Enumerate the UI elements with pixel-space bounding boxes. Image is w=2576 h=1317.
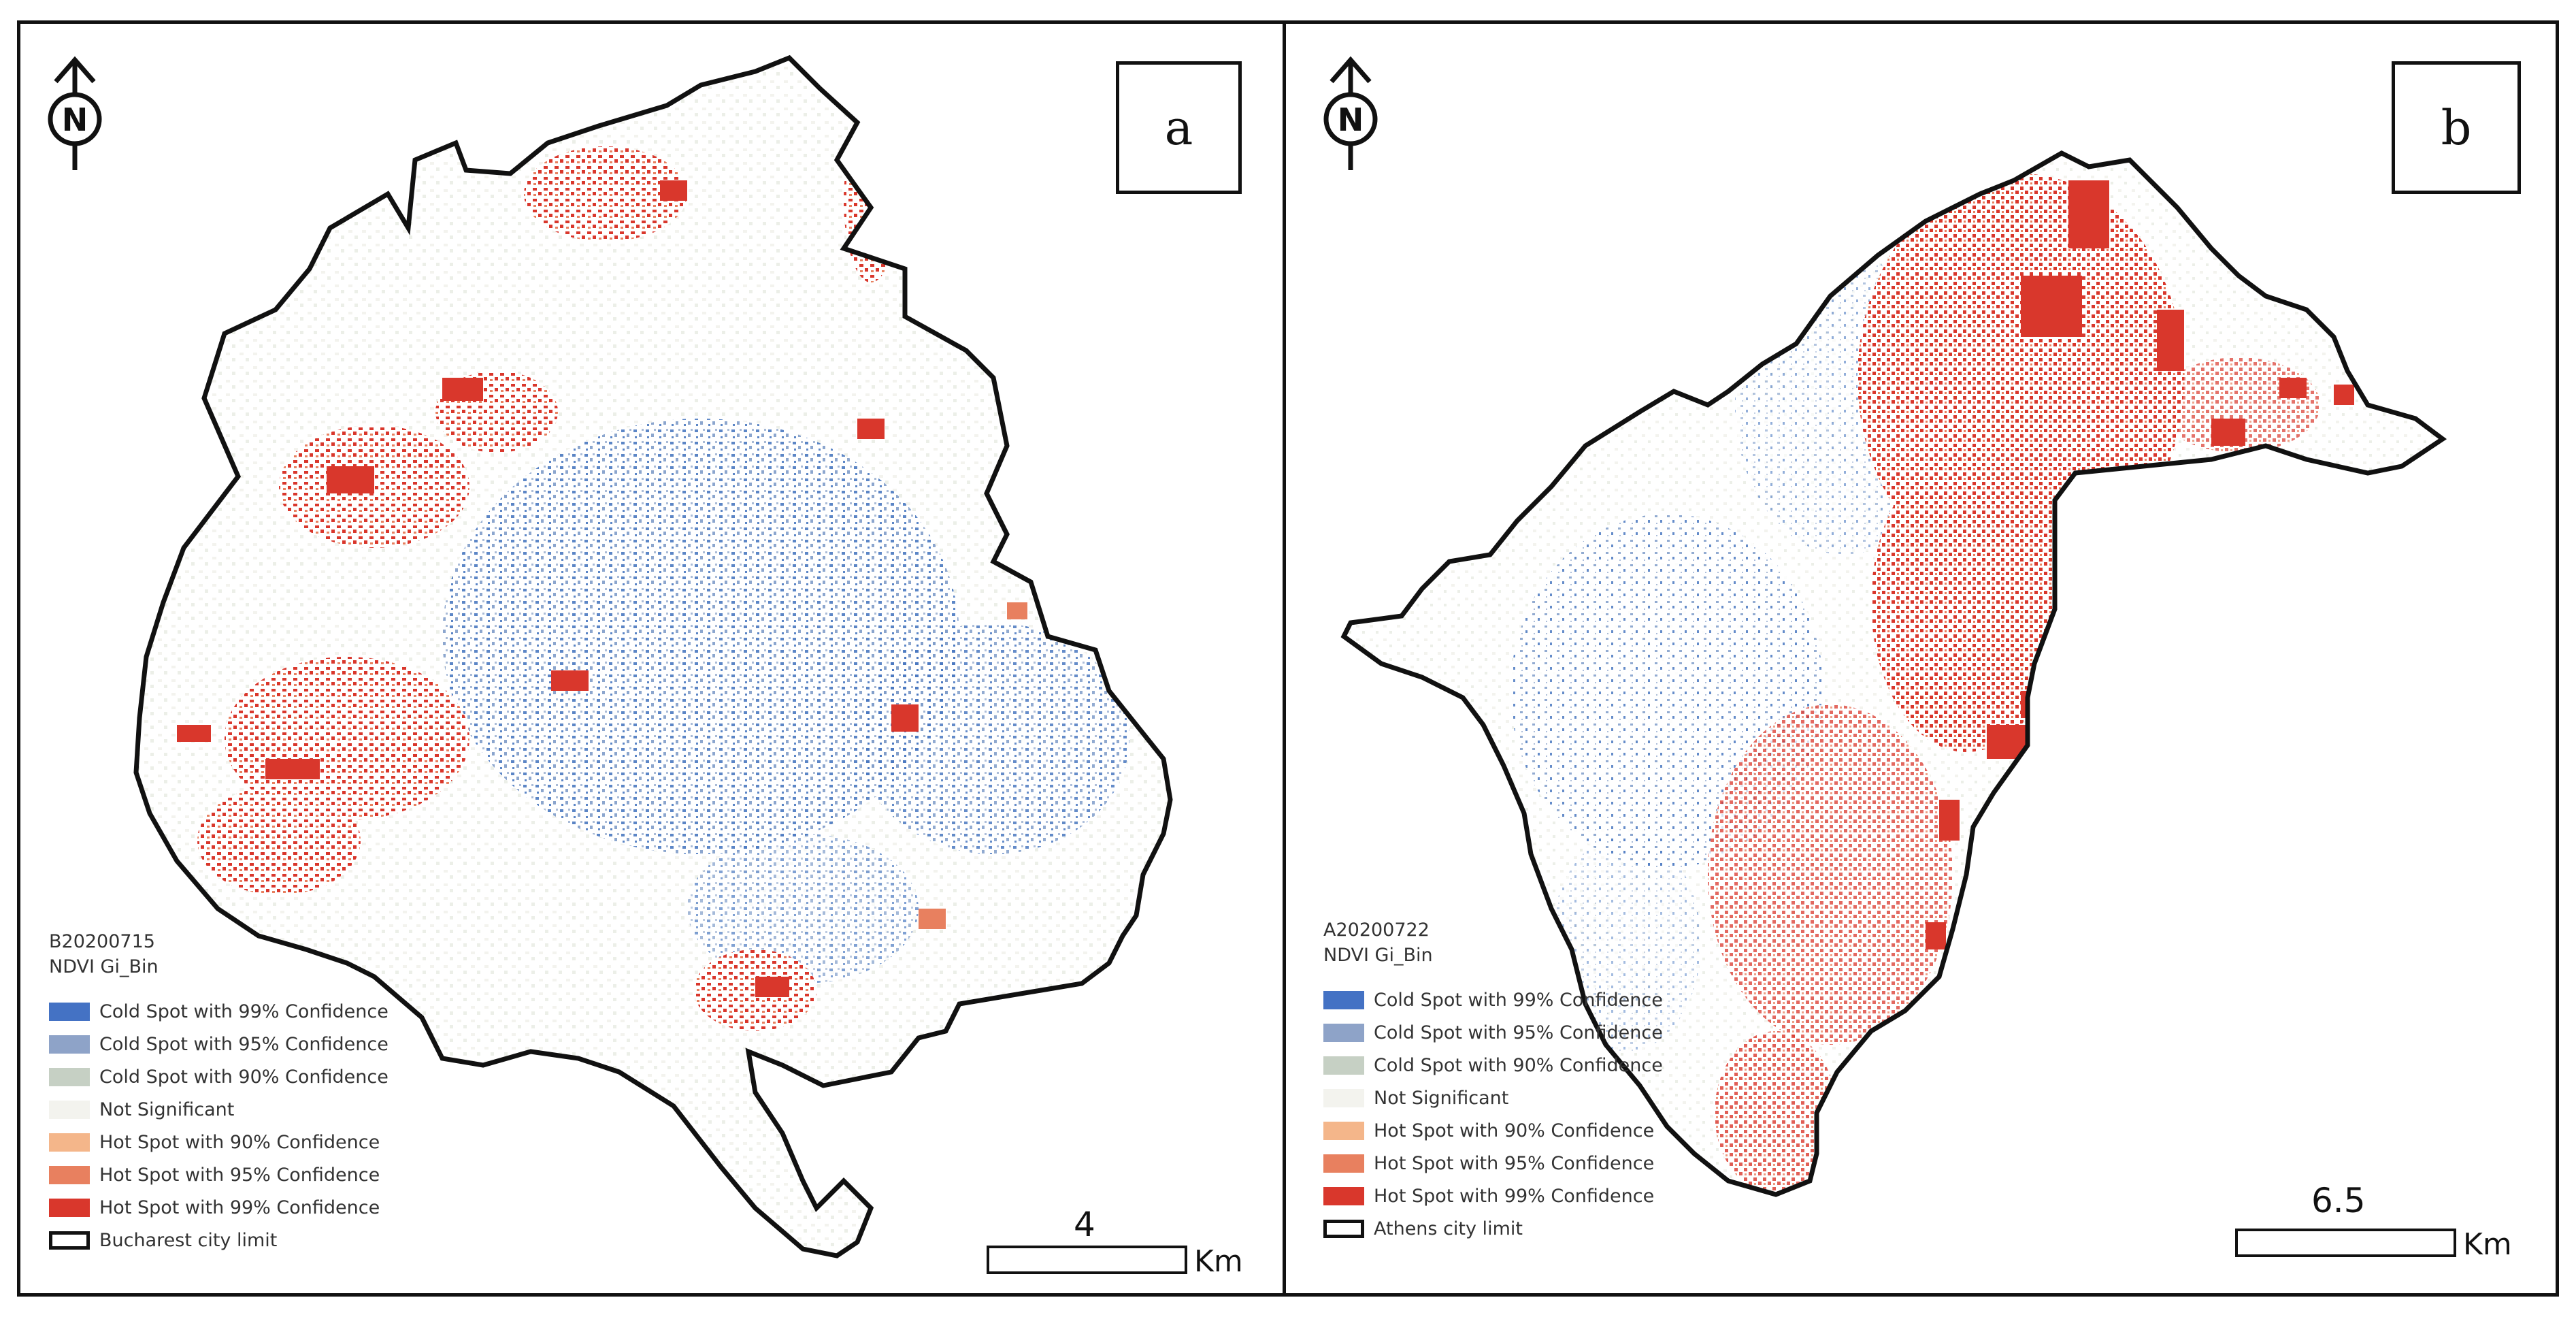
legend-item: Cold Spot with 90% Confidence xyxy=(49,1060,389,1093)
city-limit-outline-b xyxy=(1340,150,2447,1197)
scale-bar-rect xyxy=(987,1246,1187,1274)
legend-swatch xyxy=(1323,1121,1364,1140)
scale-unit: Km xyxy=(1194,1244,1243,1279)
legend-swatch xyxy=(1323,1023,1364,1042)
panel-tag-b: b xyxy=(2392,61,2521,194)
legend-item: Hot Spot with 90% Confidence xyxy=(1323,1114,1663,1147)
svg-text:N: N xyxy=(62,101,88,138)
legend-item: Hot Spot with 95% Confidence xyxy=(1323,1147,1663,1180)
legend-swatch xyxy=(49,1165,90,1184)
legend-swatch-limit xyxy=(1323,1219,1364,1238)
legend-layer-name: A20200722 xyxy=(1323,920,1430,941)
map-panel-b: N b A20200722 NDVI Gi_Bin Cold Spot with… xyxy=(1283,20,2559,1297)
legend-a: B20200715 NDVI Gi_Bin Cold Spot with 99%… xyxy=(49,932,389,1256)
legend-swatch xyxy=(49,1100,90,1119)
legend-item: Hot Spot with 99% Confidence xyxy=(49,1191,389,1224)
legend-item: Cold Spot with 95% Confidence xyxy=(49,1028,389,1060)
north-arrow-icon: N xyxy=(1317,54,1385,176)
map-canvas-b xyxy=(1340,150,2447,1197)
scale-bar-rect xyxy=(2235,1229,2456,1257)
panel-tag-a: a xyxy=(1116,61,1242,194)
legend-item: Not Significant xyxy=(1323,1082,1663,1114)
scale-unit: Km xyxy=(2463,1227,2512,1262)
legend-swatch xyxy=(49,1035,90,1054)
legend-item: Cold Spot with 99% Confidence xyxy=(49,995,389,1028)
legend-layer-name: B20200715 xyxy=(49,931,155,952)
legend-item: Not Significant xyxy=(49,1093,389,1126)
legend-item: Cold Spot with 95% Confidence xyxy=(1323,1016,1663,1049)
scale-value: 4 xyxy=(1074,1205,1095,1244)
legend-swatch xyxy=(1323,1154,1364,1173)
legend-swatch xyxy=(1323,1056,1364,1075)
legend-swatch xyxy=(49,1133,90,1152)
legend-item: Cold Spot with 99% Confidence xyxy=(1323,983,1663,1016)
map-canvas-a xyxy=(133,54,1173,1258)
svg-text:N: N xyxy=(1338,101,1364,138)
legend-item-city-limit: Athens city limit xyxy=(1323,1212,1663,1245)
legend-swatch xyxy=(49,1002,90,1021)
city-limit-outline-a xyxy=(133,54,1173,1258)
legend-swatch xyxy=(1323,1088,1364,1107)
legend-swatch xyxy=(49,1198,90,1217)
legend-b: A20200722 NDVI Gi_Bin Cold Spot with 99%… xyxy=(1323,921,1663,1245)
legend-swatch xyxy=(1323,990,1364,1009)
legend-item-city-limit: Bucharest city limit xyxy=(49,1224,389,1256)
legend-item: Hot Spot with 99% Confidence xyxy=(1323,1180,1663,1212)
legend-field-name: NDVI Gi_Bin xyxy=(1323,945,1433,966)
map-panel-a: N a B20200715 NDVI Gi_Bin Cold Spot with… xyxy=(17,20,1289,1297)
legend-swatch xyxy=(1323,1186,1364,1205)
legend-item: Hot Spot with 95% Confidence xyxy=(49,1158,389,1191)
scale-value: 6.5 xyxy=(2311,1181,2366,1220)
legend-item: Hot Spot with 90% Confidence xyxy=(49,1126,389,1158)
legend-field-name: NDVI Gi_Bin xyxy=(49,956,159,977)
legend-item: Cold Spot with 90% Confidence xyxy=(1323,1049,1663,1082)
north-arrow-icon: N xyxy=(41,54,109,176)
legend-swatch xyxy=(49,1067,90,1086)
legend-swatch-limit xyxy=(49,1231,90,1250)
